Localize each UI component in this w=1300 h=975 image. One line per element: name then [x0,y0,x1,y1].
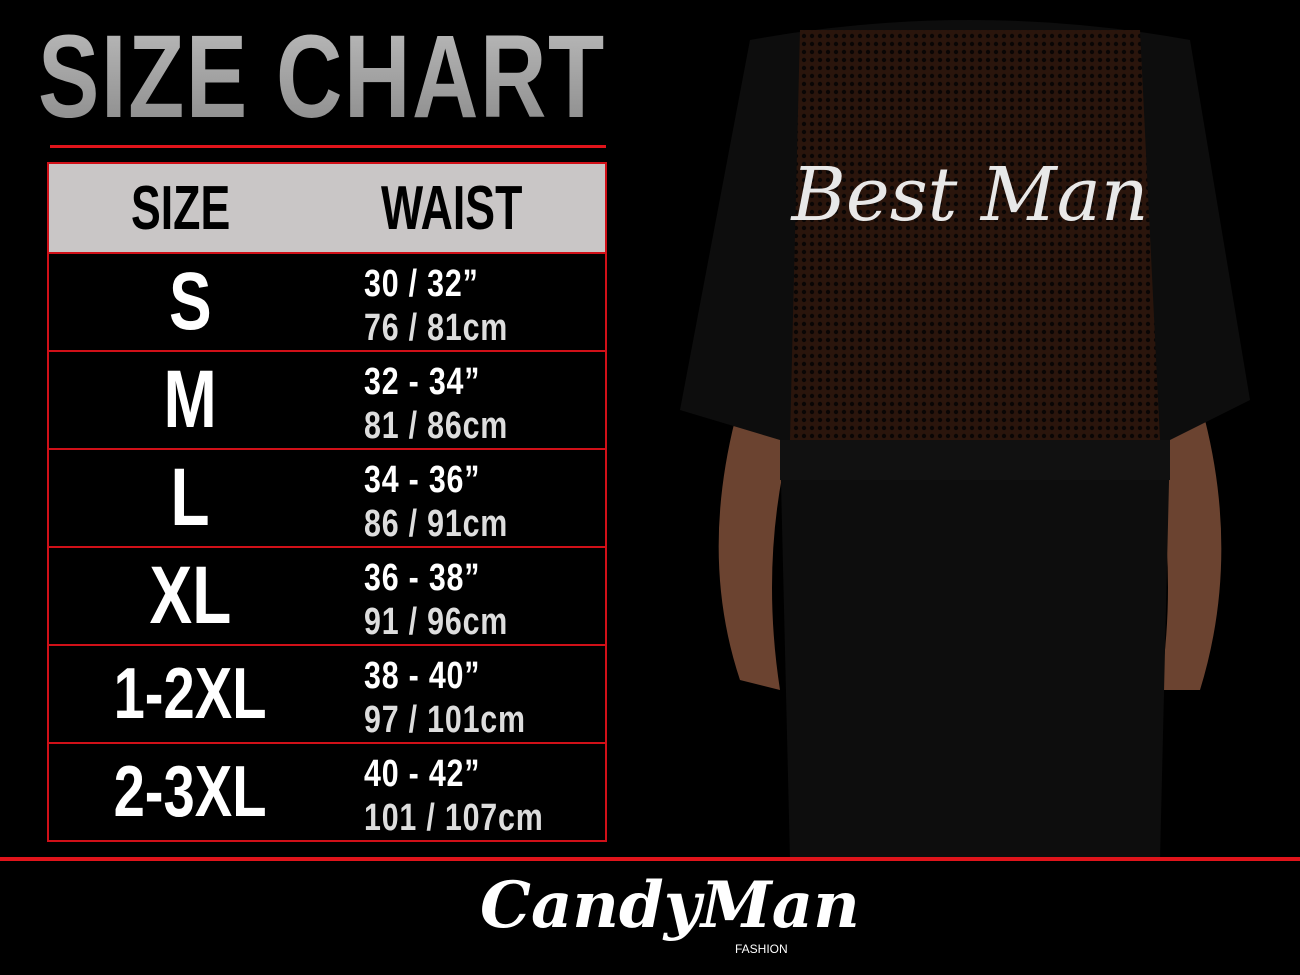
size-cell: L [49,450,331,546]
table-row: S 30 / 32” 76 / 81cm [49,254,605,352]
table-row: L 34 - 36” 86 / 91cm [49,450,605,548]
page-title: SIZE CHART [38,11,606,143]
size-table: SIZE WAIST S 30 / 32” 76 / 81cm M 32 - 34”… [47,162,607,842]
waist-cm: 86 / 91cm [364,503,509,545]
brand-logo: CandyMan [480,868,860,943]
waist-cm: 97 / 101cm [364,699,526,741]
waist-inches: 40 - 42” [364,753,481,795]
size-cell: M [49,352,331,448]
size-cell: 1-2XL [49,646,331,742]
waist-cell: 32 - 34” 81 / 86cm [364,360,508,448]
size-label: XL [149,550,231,641]
waist-inches: 34 - 36” [364,459,481,501]
title-divider [50,145,606,148]
product-photo: Best Man [680,20,1250,858]
mesh-back [790,30,1160,440]
garment-print: Best Man [790,152,1149,238]
arm-left [718,420,790,690]
table-header: SIZE WAIST [49,164,605,254]
size-label: M [163,354,217,445]
size-label: L [170,452,210,543]
table-row: 1-2XL 38 - 40” 97 / 101cm [49,646,605,744]
header-waist: WAIST [381,173,523,243]
waist-cm: 76 / 81cm [364,307,509,349]
size-cell: XL [49,548,331,644]
waist-cell: 36 - 38” 91 / 96cm [364,556,508,644]
waist-cell: 30 / 32” 76 / 81cm [364,262,508,350]
size-cell: 2-3XL [49,744,331,840]
waist-inches: 36 - 38” [364,557,481,599]
size-cell: S [49,254,331,350]
size-label: 1-2XL [113,654,267,734]
waist-inches: 30 / 32” [364,263,479,305]
waist-cm: 101 / 107cm [364,797,544,839]
table-row: XL 36 - 38” 91 / 96cm [49,548,605,646]
waist-cell: 34 - 36” 86 / 91cm [364,458,508,546]
size-label: S [168,256,212,347]
waist-cm: 91 / 96cm [364,601,509,643]
header-size: SIZE [131,173,231,243]
waist-cm: 81 / 86cm [364,405,509,447]
footer-divider [0,857,1300,861]
table-row: 2-3XL 40 - 42” 101 / 107cm [49,744,605,840]
waist-inches: 38 - 40” [364,655,481,697]
waist-inches: 32 - 34” [364,361,481,403]
size-label: 2-3XL [113,752,267,832]
table-row: M 32 - 34” 81 / 86cm [49,352,605,450]
waist-cell: 38 - 40” 97 / 101cm [364,654,526,742]
belt [780,440,1170,480]
brand-sub: FASHION [735,942,788,956]
waist-cell: 40 - 42” 101 / 107cm [364,752,544,840]
